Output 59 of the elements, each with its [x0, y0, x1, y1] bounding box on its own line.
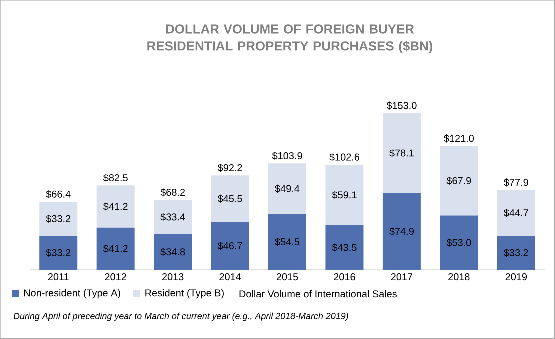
- bar: [497, 190, 536, 236]
- bar: [382, 113, 421, 194]
- chart-title: DOLLAR VOLUME OF FOREIGN BUYER RESIDENTIAL PROPERTY PURCHASES ($BN): [148, 24, 433, 54]
- bar: [154, 234, 192, 270]
- x-tick-label: 2019: [506, 274, 528, 281]
- total-label: $82.5: [103, 174, 128, 182]
- data-label: $33.2: [504, 248, 528, 258]
- data-label: $43.5: [332, 244, 357, 252]
- data-label: $34.8: [160, 248, 186, 256]
- data-label: $33.2: [46, 214, 71, 224]
- data-label: $33.4: [160, 213, 186, 222]
- data-label: $46.7: [218, 242, 242, 250]
- bar: [211, 222, 250, 270]
- bar: [96, 228, 135, 270]
- data-label: $49.4: [275, 184, 300, 193]
- bar: [40, 236, 78, 270]
- bar: [497, 236, 536, 270]
- data-label: $67.9: [446, 176, 472, 186]
- total-label: $103.9: [272, 152, 302, 160]
- data-label: $59.1: [332, 191, 357, 200]
- text: Dollar Volume of International Sales: [240, 290, 397, 298]
- total-label: $68.2: [160, 188, 186, 197]
- text: During April of preceding year to March of current year (e.g., April 2018-March 2019): [14, 312, 348, 322]
- legend-label: Resident (Type B): [146, 289, 224, 299]
- total-label: $77.9: [504, 178, 528, 187]
- bar: [211, 176, 250, 222]
- x-tick-label: 2018: [448, 274, 470, 281]
- legend-label: Non-resident (Type A): [24, 289, 120, 299]
- data-label: $53.0: [446, 238, 472, 247]
- data-label: $78.1: [390, 149, 414, 158]
- bar: [268, 214, 307, 270]
- total-label: $66.4: [46, 190, 71, 198]
- total-label: $121.0: [444, 134, 474, 143]
- data-label: $41.2: [103, 202, 128, 211]
- bar: [268, 164, 307, 214]
- total-label: $92.2: [218, 164, 242, 172]
- x-tick-label: 2014: [220, 274, 242, 281]
- x-tick-label: 2017: [391, 274, 413, 281]
- bar: [440, 146, 478, 216]
- bar: [326, 164, 364, 226]
- data-label: $45.5: [218, 194, 242, 203]
- total-label: $102.6: [330, 153, 360, 162]
- data-label: $74.9: [390, 228, 414, 236]
- x-tick-label: 2013: [162, 274, 184, 281]
- data-label: $41.2: [103, 244, 128, 253]
- total-label: $153.0: [386, 102, 417, 110]
- x-tick-label: 2011: [48, 274, 69, 281]
- x-tick-label: 2012: [105, 274, 126, 281]
- bar: [154, 200, 192, 234]
- x-tick-label: 2015: [276, 274, 298, 281]
- x-tick-label: 2016: [334, 274, 356, 281]
- bar: [96, 186, 135, 228]
- bar: [382, 193, 421, 270]
- data-label: $54.5: [275, 238, 300, 246]
- data-label: $44.7: [504, 209, 528, 218]
- data-label: $33.2: [46, 248, 71, 258]
- bar: [40, 202, 78, 236]
- bar: [326, 225, 364, 270]
- bar: [440, 216, 478, 270]
